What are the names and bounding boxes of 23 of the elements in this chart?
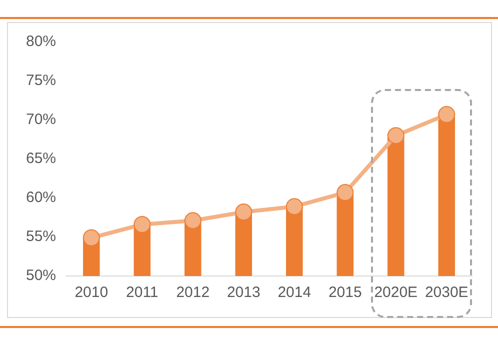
y-tick-label: 75% xyxy=(26,72,56,90)
point xyxy=(184,212,202,230)
point xyxy=(438,106,456,124)
x-tick-label: 2020E xyxy=(374,284,418,302)
point xyxy=(286,198,303,216)
point xyxy=(82,229,100,246)
x-tick-label: 2015 xyxy=(328,284,362,302)
y-tick-label: 50% xyxy=(26,267,56,284)
y-tick-label: 80% xyxy=(26,33,56,50)
point xyxy=(134,216,151,234)
y-tick-label: 55% xyxy=(26,228,56,246)
x-tick-label: 2011 xyxy=(126,284,158,302)
point xyxy=(336,184,354,202)
point xyxy=(387,127,404,144)
y-tick-label: 60% xyxy=(26,189,56,206)
x-tick-label: 2014 xyxy=(278,284,312,302)
x-tick-label: 2012 xyxy=(176,284,210,302)
point xyxy=(235,204,252,221)
x-tick-label: 2010 xyxy=(74,284,108,302)
x-tick-label: 2013 xyxy=(226,284,260,302)
y-tick-label: 70% xyxy=(26,111,56,128)
y-tick-label: 65% xyxy=(26,150,56,168)
x-tick-label: 2030E xyxy=(424,284,468,302)
